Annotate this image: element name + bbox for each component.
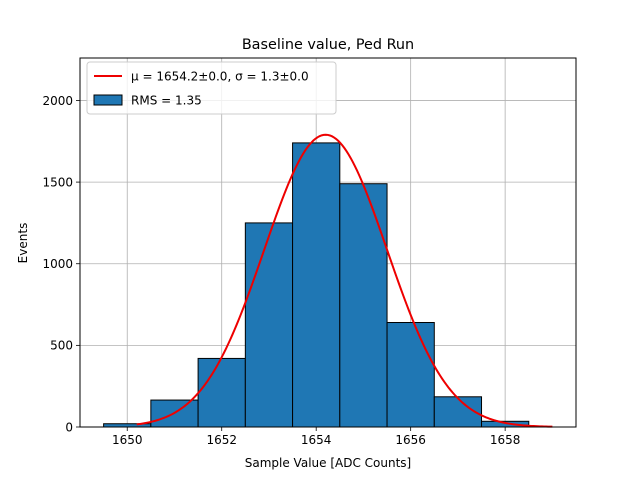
histogram-bar bbox=[292, 142, 341, 428]
y-tick-label: 0 bbox=[65, 420, 73, 434]
legend-fit-label: μ = 1654.2±0.0, σ = 1.3±0.0 bbox=[131, 70, 309, 84]
x-axis-ticks: 1650 1652 1654 1656 1658 bbox=[112, 427, 520, 447]
y-tick-label: 2000 bbox=[42, 94, 73, 108]
x-tick-label: 1656 bbox=[395, 433, 426, 447]
histogram-bar bbox=[386, 322, 435, 428]
y-tick-label: 500 bbox=[50, 339, 73, 353]
y-axis-label: Events bbox=[16, 223, 30, 264]
gaussian-fit bbox=[136, 133, 553, 428]
y-axis-ticks: 0 500 1000 1500 2000 bbox=[42, 94, 80, 434]
y-tick-label: 1500 bbox=[42, 175, 73, 189]
x-tick-label: 1652 bbox=[206, 433, 237, 447]
y-tick-label: 1000 bbox=[42, 257, 73, 271]
histogram-bar bbox=[197, 357, 246, 428]
x-tick-label: 1650 bbox=[112, 433, 143, 447]
x-axis-label: Sample Value [ADC Counts] bbox=[245, 456, 411, 470]
legend-box bbox=[86, 61, 337, 115]
plot-frame bbox=[79, 57, 577, 428]
histogram-bars bbox=[103, 142, 530, 428]
chart-title: Baseline value, Ped Run bbox=[242, 37, 414, 53]
legend: μ = 1654.2±0.0, σ = 1.3±0.0 RMS = 1.35 bbox=[86, 61, 337, 115]
fit-curve bbox=[136, 133, 553, 428]
x-tick-label: 1654 bbox=[301, 433, 332, 447]
x-tick-label: 1658 bbox=[490, 433, 521, 447]
histogram-bar bbox=[244, 222, 294, 428]
histogram-bar bbox=[339, 183, 388, 428]
legend-rms-label: RMS = 1.35 bbox=[131, 94, 202, 108]
legend-rms-patch-swatch bbox=[93, 94, 123, 106]
